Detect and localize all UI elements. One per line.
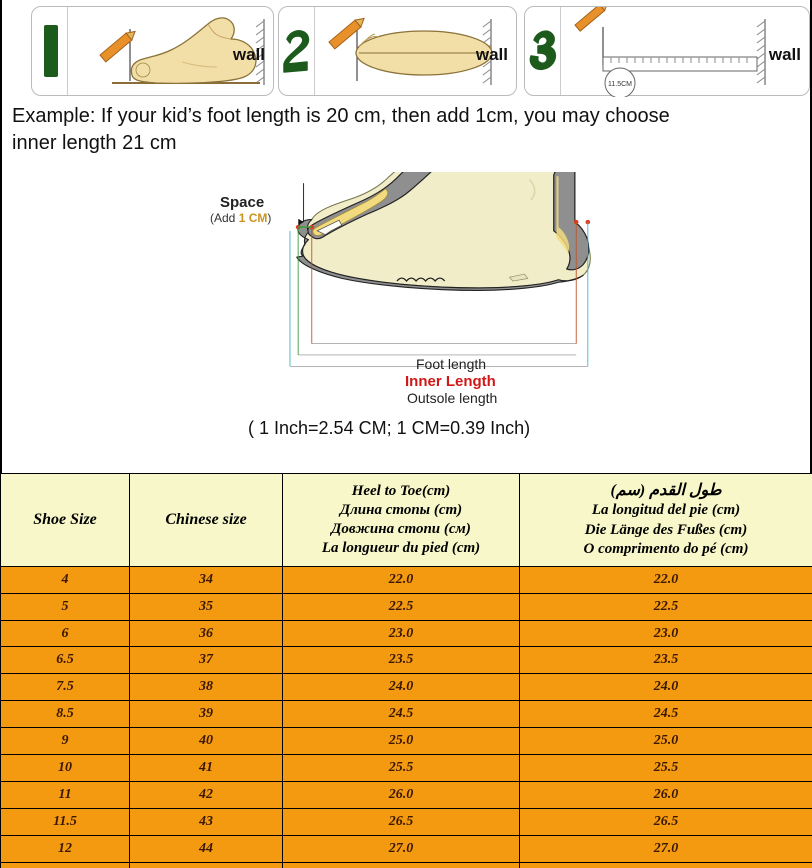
- svg-text:11.5CM: 11.5CM: [608, 81, 632, 88]
